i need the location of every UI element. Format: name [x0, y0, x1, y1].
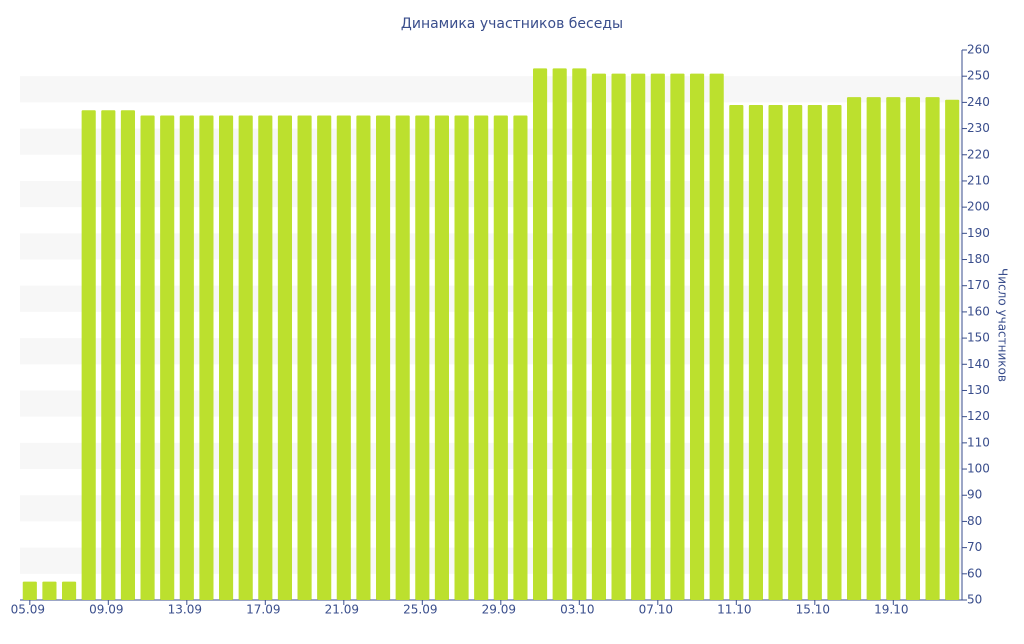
bar — [846, 97, 862, 601]
bar — [650, 73, 665, 601]
bar — [179, 115, 194, 600]
bar — [886, 97, 901, 601]
bar — [768, 105, 783, 600]
y-tick-label: 190 — [967, 226, 990, 240]
bar — [199, 115, 214, 600]
grid-band — [20, 233, 962, 260]
y-tick-label: 140 — [967, 357, 990, 371]
bar — [356, 115, 371, 600]
bar — [395, 115, 410, 600]
bar — [258, 115, 273, 600]
grid-band — [20, 495, 962, 522]
y-tick-label: 180 — [967, 252, 990, 266]
bar — [101, 110, 116, 600]
bar — [925, 97, 940, 601]
y-tick-label: 160 — [967, 304, 990, 318]
x-tick-label: 03.10 — [560, 603, 594, 617]
y-tick-label: 220 — [967, 147, 990, 161]
bar — [611, 73, 626, 601]
bar — [532, 68, 548, 601]
bar — [493, 115, 508, 600]
y-tick-label: 50 — [967, 593, 982, 607]
bar — [454, 115, 469, 600]
y-tick-label: 100 — [967, 462, 990, 476]
grid-band — [20, 180, 962, 208]
bar — [160, 115, 175, 600]
x-tick-label: 05.09 — [11, 603, 45, 617]
y-tick-label: 250 — [967, 69, 990, 83]
bar — [415, 115, 430, 600]
bar — [788, 105, 803, 600]
y-tick-label: 70 — [967, 540, 982, 554]
bar — [827, 105, 842, 600]
bar — [238, 115, 253, 600]
bar — [336, 115, 351, 600]
x-tick-label: 11.10 — [717, 603, 751, 617]
bar — [317, 115, 332, 600]
bar — [729, 105, 744, 600]
bar — [631, 73, 646, 601]
grid-band — [20, 285, 962, 312]
bar — [905, 97, 921, 601]
x-tick-label: 09.09 — [89, 603, 123, 617]
bar — [513, 115, 528, 600]
grid-band — [20, 128, 962, 155]
bar — [474, 115, 489, 600]
bar — [375, 115, 391, 600]
bar — [140, 115, 155, 600]
bar — [22, 581, 37, 600]
bar — [120, 110, 136, 600]
chart-title: Динамика участников беседы — [401, 16, 623, 32]
y-tick-label: 90 — [967, 488, 982, 502]
bar — [552, 68, 567, 601]
y-tick-label: 60 — [967, 566, 982, 580]
y-tick-label: 120 — [967, 409, 990, 423]
bar — [689, 73, 705, 601]
x-tick-label: 21.09 — [325, 603, 359, 617]
grid-band — [20, 76, 962, 103]
x-tick-label: 17.09 — [246, 603, 280, 617]
bar — [748, 105, 764, 600]
bar — [945, 99, 960, 600]
y-tick-label: 110 — [967, 435, 990, 449]
x-tick-label: 25.09 — [403, 603, 437, 617]
y-tick-label: 260 — [967, 43, 990, 57]
grid-band — [20, 390, 962, 417]
bar — [297, 115, 312, 600]
y-axis-label: Число участников — [996, 268, 1010, 382]
bar — [61, 581, 77, 600]
bar — [709, 73, 724, 601]
y-tick-label: 200 — [967, 200, 990, 214]
bar — [807, 105, 822, 600]
bar — [866, 97, 881, 601]
grid-band — [20, 442, 962, 470]
bar — [81, 110, 96, 600]
x-tick-label: 15.10 — [796, 603, 830, 617]
x-tick-label: 29.09 — [482, 603, 516, 617]
bar — [277, 115, 293, 600]
x-tick-label: 07.10 — [639, 603, 673, 617]
y-tick-label: 240 — [967, 95, 990, 109]
bar — [218, 115, 234, 600]
y-tick-label: 150 — [967, 331, 990, 345]
y-tick-label: 230 — [967, 121, 990, 135]
bar — [670, 73, 685, 601]
x-tick-label: 19.10 — [874, 603, 908, 617]
grid-band — [20, 338, 962, 365]
grid-band — [20, 547, 962, 574]
y-tick-label: 130 — [967, 383, 990, 397]
bar — [591, 73, 607, 601]
y-tick-label: 170 — [967, 278, 990, 292]
bar — [42, 581, 57, 600]
bar — [572, 68, 587, 601]
bar — [434, 115, 450, 600]
y-tick-label: 80 — [967, 514, 982, 528]
x-tick-label: 13.09 — [168, 603, 202, 617]
y-tick-label: 210 — [967, 173, 990, 187]
